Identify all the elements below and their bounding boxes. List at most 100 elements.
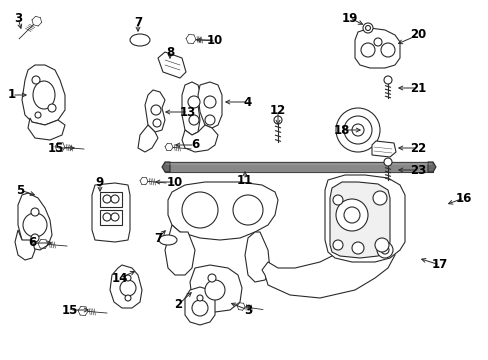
Text: 9: 9 bbox=[96, 175, 104, 189]
Text: 17: 17 bbox=[431, 258, 447, 271]
Circle shape bbox=[31, 234, 39, 242]
Text: 13: 13 bbox=[180, 105, 196, 118]
Text: 11: 11 bbox=[236, 174, 253, 186]
Text: 7: 7 bbox=[134, 15, 142, 28]
Circle shape bbox=[182, 192, 218, 228]
Text: 1: 1 bbox=[8, 89, 16, 102]
Circle shape bbox=[125, 275, 131, 281]
Text: 19: 19 bbox=[341, 12, 357, 24]
Circle shape bbox=[335, 108, 379, 152]
Polygon shape bbox=[371, 141, 395, 157]
Text: 3: 3 bbox=[244, 303, 251, 316]
Text: 18: 18 bbox=[333, 123, 349, 136]
Polygon shape bbox=[354, 28, 399, 68]
Circle shape bbox=[273, 116, 282, 124]
Circle shape bbox=[192, 300, 207, 316]
Text: 3: 3 bbox=[14, 12, 22, 24]
Circle shape bbox=[383, 76, 391, 84]
Text: 10: 10 bbox=[166, 175, 183, 189]
Text: 5: 5 bbox=[16, 184, 24, 197]
Bar bbox=[100, 210, 122, 225]
Text: 4: 4 bbox=[244, 95, 252, 108]
Circle shape bbox=[332, 195, 342, 205]
Circle shape bbox=[373, 38, 381, 46]
Polygon shape bbox=[184, 287, 215, 325]
Polygon shape bbox=[262, 240, 394, 298]
Circle shape bbox=[111, 213, 119, 221]
Text: 6: 6 bbox=[28, 237, 36, 249]
Circle shape bbox=[120, 280, 136, 296]
Circle shape bbox=[125, 295, 131, 301]
Polygon shape bbox=[182, 82, 200, 135]
Circle shape bbox=[204, 280, 224, 300]
Polygon shape bbox=[182, 125, 218, 152]
Circle shape bbox=[203, 96, 216, 108]
Circle shape bbox=[31, 208, 39, 216]
Text: 14: 14 bbox=[112, 271, 128, 284]
Polygon shape bbox=[325, 175, 404, 262]
Circle shape bbox=[383, 158, 391, 166]
Circle shape bbox=[365, 26, 370, 31]
Polygon shape bbox=[110, 265, 142, 308]
Ellipse shape bbox=[159, 235, 177, 245]
Bar bbox=[164, 162, 432, 172]
Circle shape bbox=[103, 213, 111, 221]
Text: 8: 8 bbox=[165, 45, 174, 58]
Polygon shape bbox=[92, 183, 130, 242]
Text: 15: 15 bbox=[61, 303, 78, 316]
Circle shape bbox=[376, 242, 392, 258]
Circle shape bbox=[151, 105, 161, 115]
Bar bbox=[164, 162, 432, 172]
Circle shape bbox=[374, 238, 388, 252]
Text: 12: 12 bbox=[269, 104, 285, 117]
Circle shape bbox=[48, 104, 56, 112]
Circle shape bbox=[189, 115, 199, 125]
Polygon shape bbox=[329, 182, 389, 258]
Circle shape bbox=[372, 191, 386, 205]
Polygon shape bbox=[158, 52, 185, 78]
Text: 2: 2 bbox=[174, 298, 182, 311]
Polygon shape bbox=[162, 162, 170, 172]
Circle shape bbox=[187, 96, 200, 108]
Text: 21: 21 bbox=[409, 81, 425, 94]
Circle shape bbox=[35, 112, 41, 118]
Circle shape bbox=[343, 207, 359, 223]
Polygon shape bbox=[427, 162, 435, 172]
Text: 16: 16 bbox=[455, 192, 471, 204]
Circle shape bbox=[362, 23, 372, 33]
Circle shape bbox=[204, 115, 215, 125]
Circle shape bbox=[207, 274, 216, 282]
Text: 20: 20 bbox=[409, 28, 425, 41]
Circle shape bbox=[232, 195, 263, 225]
Circle shape bbox=[23, 213, 47, 237]
Polygon shape bbox=[164, 225, 195, 275]
Circle shape bbox=[351, 124, 363, 136]
Polygon shape bbox=[145, 90, 164, 132]
Polygon shape bbox=[15, 230, 35, 260]
Circle shape bbox=[351, 242, 363, 254]
Circle shape bbox=[360, 43, 374, 57]
Circle shape bbox=[103, 195, 111, 203]
Polygon shape bbox=[18, 193, 52, 250]
Text: 7: 7 bbox=[154, 231, 162, 244]
Circle shape bbox=[197, 295, 203, 301]
Circle shape bbox=[32, 76, 40, 84]
Polygon shape bbox=[28, 118, 65, 140]
Circle shape bbox=[153, 119, 161, 127]
Polygon shape bbox=[138, 125, 158, 152]
Polygon shape bbox=[198, 82, 222, 128]
Circle shape bbox=[335, 199, 367, 231]
Polygon shape bbox=[22, 65, 65, 125]
Text: 10: 10 bbox=[206, 33, 223, 46]
Circle shape bbox=[343, 116, 371, 144]
Circle shape bbox=[332, 240, 342, 250]
Polygon shape bbox=[168, 182, 278, 240]
Circle shape bbox=[380, 246, 388, 254]
Ellipse shape bbox=[33, 81, 55, 109]
Text: 6: 6 bbox=[190, 139, 199, 152]
Text: 23: 23 bbox=[409, 163, 425, 176]
Bar bbox=[100, 192, 122, 207]
Ellipse shape bbox=[130, 34, 150, 46]
Text: 22: 22 bbox=[409, 141, 425, 154]
Polygon shape bbox=[190, 265, 242, 312]
